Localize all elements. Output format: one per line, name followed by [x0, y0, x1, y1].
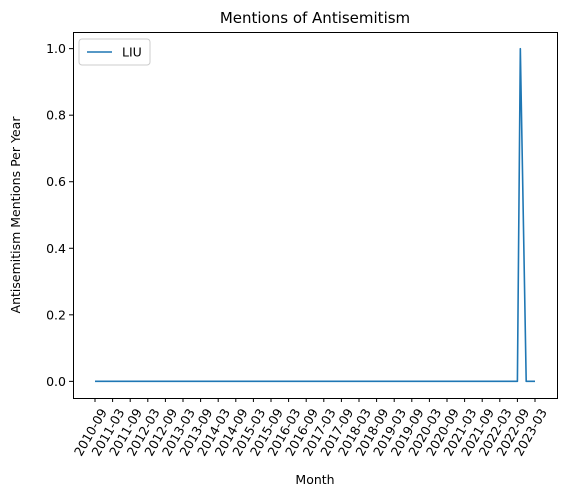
y-tick-label: 1.0	[46, 41, 66, 56]
series-layer	[95, 47, 535, 383]
x-axis: 2010-092011-032011-092012-032012-092013-…	[71, 398, 550, 459]
series-line-liu	[95, 47, 535, 383]
y-tick-label: 0.0	[46, 374, 66, 389]
legend: LIU	[78, 38, 151, 66]
y-tick-label: 0.4	[46, 241, 66, 256]
legend-entry: LIU	[122, 45, 142, 60]
y-tick-label: 0.8	[46, 108, 66, 123]
y-axis-label: Antisemitism Mentions Per Year	[8, 116, 23, 314]
x-axis-label: Month	[295, 472, 334, 487]
plot-frame	[73, 32, 558, 399]
legend-box	[78, 38, 151, 66]
y-tick-label: 0.2	[46, 307, 66, 322]
y-tick-label: 0.6	[46, 174, 66, 189]
chart-title: Mentions of Antisemitism	[220, 9, 410, 27]
y-axis: 0.0 0.2 0.4 0.6 0.8 1.0	[46, 41, 73, 389]
plot-area: 0.0 0.2 0.4 0.6 0.8 1.0 2010-092011-032011-09…	[46, 32, 558, 459]
